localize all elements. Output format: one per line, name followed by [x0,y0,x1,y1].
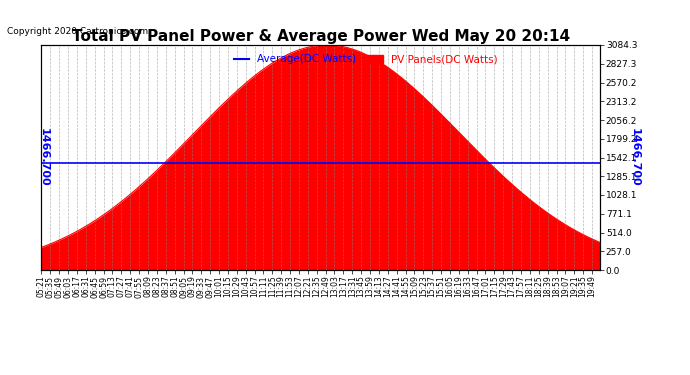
Legend: Average(DC Watts), PV Panels(DC Watts): Average(DC Watts), PV Panels(DC Watts) [229,50,502,69]
Y-axis label: 1466.700: 1466.700 [630,128,640,187]
Y-axis label: 1466.700: 1466.700 [39,128,48,187]
Title: Total PV Panel Power & Average Power Wed May 20 20:14: Total PV Panel Power & Average Power Wed… [72,29,570,44]
Text: Copyright 2020 Cartronics.com: Copyright 2020 Cartronics.com [7,27,148,36]
